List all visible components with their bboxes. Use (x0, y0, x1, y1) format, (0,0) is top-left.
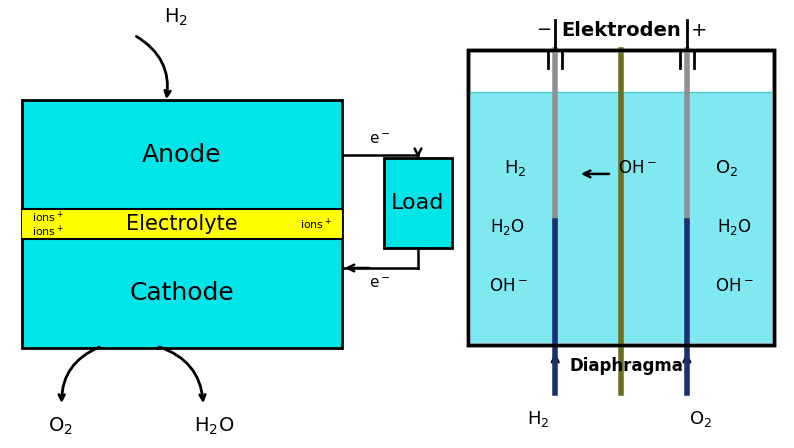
Bar (384, 158, 452, 248)
Text: H$_2$O: H$_2$O (491, 217, 525, 237)
Text: O$_2$: O$_2$ (688, 409, 712, 429)
Text: ions$^+$: ions$^+$ (32, 224, 64, 239)
Text: Electrolyte: Electrolyte (126, 214, 238, 234)
Text: Anode: Anode (142, 142, 222, 167)
Text: H$_2$: H$_2$ (164, 7, 187, 28)
Text: Elektroden: Elektroden (561, 21, 681, 39)
Bar (22, 209, 342, 239)
Text: −: − (536, 21, 551, 39)
Text: H$_2$: H$_2$ (526, 409, 549, 429)
Text: +: + (691, 21, 707, 39)
Text: Diaphragma: Diaphragma (569, 357, 683, 375)
Text: ions$^+$: ions$^+$ (32, 209, 64, 224)
Text: e$^-$: e$^-$ (369, 132, 391, 147)
Bar (470, 92, 772, 343)
Text: H$_2$O: H$_2$O (194, 416, 234, 437)
Text: OH$^-$: OH$^-$ (488, 277, 527, 295)
Text: OH$^-$: OH$^-$ (618, 159, 657, 177)
Text: O$_2$: O$_2$ (715, 158, 738, 178)
Bar (22, 100, 342, 348)
Text: O$_2$: O$_2$ (48, 416, 73, 437)
Text: OH$^-$: OH$^-$ (715, 277, 754, 295)
Text: ions$^+$: ions$^+$ (300, 216, 332, 232)
Text: e$^-$: e$^-$ (369, 276, 391, 291)
Bar (468, 50, 774, 345)
Text: H$_2$O: H$_2$O (717, 217, 752, 237)
Text: Cathode: Cathode (129, 281, 234, 306)
Bar (468, 50, 774, 345)
Text: H$_2$: H$_2$ (504, 158, 526, 178)
Text: Load: Load (391, 193, 445, 213)
